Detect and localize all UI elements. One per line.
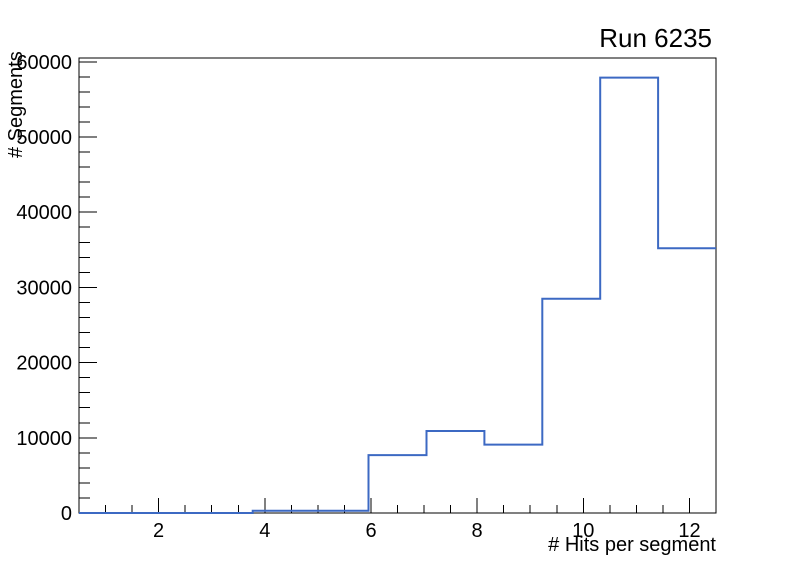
y-tick-label: 50000	[16, 127, 72, 149]
y-axis-title: # Segments	[5, 51, 27, 158]
x-tick-label: 6	[365, 520, 376, 542]
y-tick-label: 0	[61, 503, 72, 525]
x-tick-label: 4	[259, 520, 270, 542]
y-tick-label: 60000	[16, 52, 72, 74]
y-tick-label: 20000	[16, 353, 72, 375]
x-axis-title: # Hits per segment	[548, 534, 716, 556]
x-tick-label: 10	[572, 520, 594, 542]
plot-layer: 0 10000 20000 30000 40000 50000 60000 2 4 6 8 10 12	[16, 52, 717, 542]
x-tick-label: 2	[153, 520, 164, 542]
histogram-line	[79, 76, 716, 514]
y-tick-label: 10000	[16, 428, 72, 450]
x-tick-label: 12	[678, 520, 700, 542]
y-tick-label: 30000	[16, 277, 72, 299]
chart-title: Run 6235	[599, 23, 712, 53]
plot-frame	[78, 57, 717, 514]
y-tick-label: 40000	[16, 202, 72, 224]
x-tick-label: 8	[472, 520, 483, 542]
